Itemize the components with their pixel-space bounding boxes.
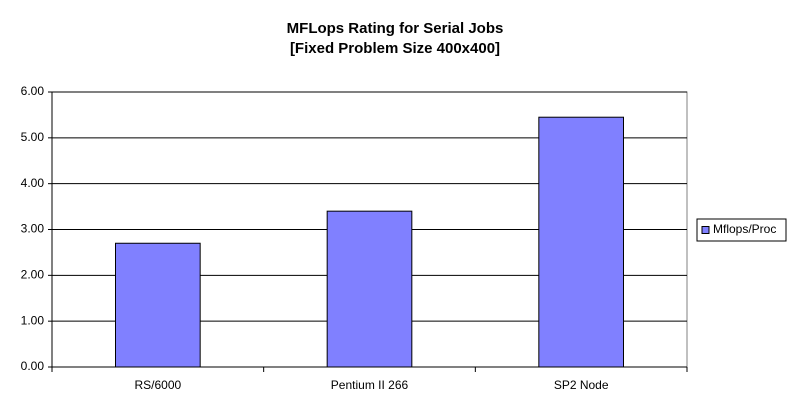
- y-tick-label: 1.00: [21, 313, 45, 327]
- y-tick-label: 4.00: [21, 176, 45, 190]
- chart-subtitle: [Fixed Problem Size 400x400]: [290, 40, 500, 57]
- legend-swatch: [701, 226, 710, 234]
- x-tick-label: RS/6000: [134, 378, 181, 392]
- y-tick-label: 5.00: [21, 130, 45, 144]
- chart-title: MFLops Rating for Serial Jobs: [287, 20, 504, 37]
- bar: [115, 242, 201, 368]
- y-tick-label: 3.00: [21, 222, 45, 236]
- y-tick-label: 2.00: [21, 268, 45, 282]
- bar: [538, 116, 624, 368]
- legend-label: Mflops/Proc: [713, 222, 776, 236]
- y-tick-label: 0.00: [21, 359, 45, 373]
- y-tick-label: 6.00: [21, 84, 45, 98]
- legend-box: [696, 218, 787, 242]
- bar: [326, 210, 413, 368]
- x-tick-label: SP2 Node: [554, 378, 609, 392]
- x-tick-label: Pentium II 266: [331, 378, 409, 392]
